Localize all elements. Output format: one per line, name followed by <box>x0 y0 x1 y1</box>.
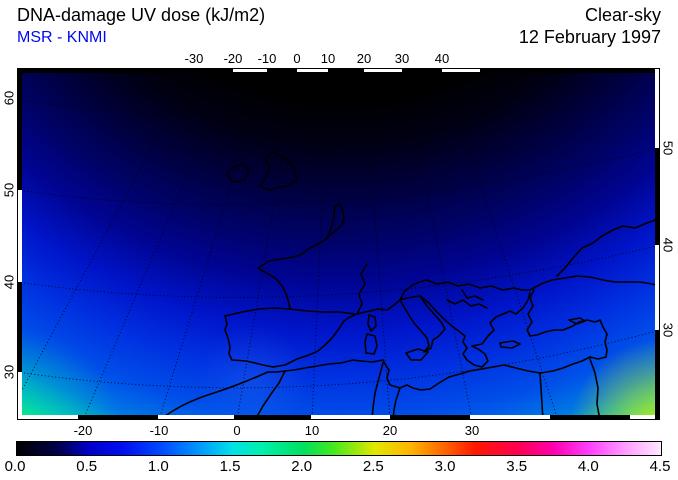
coastline <box>254 370 286 420</box>
top-axis-tick: 20 <box>356 51 372 66</box>
coastline <box>226 163 250 183</box>
coastline <box>461 289 484 301</box>
coastline <box>309 203 345 249</box>
graticule-line <box>82 68 234 420</box>
frame-segment <box>17 68 22 190</box>
graticule-line <box>158 68 268 420</box>
coastline <box>568 317 586 325</box>
coastline <box>529 275 660 291</box>
frame-segment <box>17 68 660 73</box>
coastline <box>356 299 401 315</box>
right-axis-tick: 30 <box>660 322 676 338</box>
graticule-line <box>17 68 195 401</box>
left-axis-tick: 60 <box>1 90 17 106</box>
colorbar <box>16 441 662 456</box>
coastline <box>539 372 544 420</box>
top-axis-tick: -30 <box>184 51 204 66</box>
top-axis-tick: 30 <box>394 51 410 66</box>
date-label: 12 February 1997 <box>518 27 661 47</box>
colorbar-tick-label: 1.5 <box>219 458 241 475</box>
left-axis-tick: 50 <box>1 182 17 198</box>
coastline <box>405 348 429 361</box>
coastline <box>289 308 356 315</box>
graticule-line <box>401 68 473 420</box>
coastline <box>367 314 377 332</box>
frame-segment <box>442 69 480 72</box>
colorbar-tick-label: 4.0 <box>577 458 599 475</box>
coastline <box>471 292 531 347</box>
uv-dose-field <box>17 68 660 420</box>
frame-segment <box>17 282 22 372</box>
coastline <box>267 289 608 391</box>
condition-label: Clear-sky <box>584 5 661 25</box>
colorbar-tick-label: 3.5 <box>506 458 528 475</box>
graticule-line <box>17 329 660 389</box>
bottom-axis-tick: 30 <box>464 423 480 438</box>
right-axis-tick: 50 <box>660 140 676 156</box>
colorbar-tick-label: 0.5 <box>76 458 98 475</box>
graticule-line <box>441 68 559 420</box>
coastline <box>257 247 311 310</box>
coastline <box>371 362 384 420</box>
frame-segment <box>364 69 402 72</box>
bottom-axis-tick: 10 <box>304 423 320 438</box>
bottom-axis-tick: -10 <box>149 423 169 438</box>
top-axis-tick: 40 <box>434 51 450 66</box>
frame-segment <box>234 415 311 420</box>
top-axis-tick: -20 <box>223 51 243 66</box>
colorbar-tick-label: 2.5 <box>362 458 384 475</box>
top-axis-tick: 0 <box>293 51 301 66</box>
coastline <box>356 263 368 315</box>
coastline <box>399 279 531 301</box>
frame-segment <box>655 148 660 245</box>
map-frame <box>17 68 660 420</box>
graticule-line <box>17 244 660 298</box>
graticule-line <box>17 68 610 115</box>
frame-segment <box>78 415 158 420</box>
frame-segment <box>17 415 660 420</box>
graticule-line <box>236 68 298 420</box>
page-title: DNA-damage UV dose (kJ/m2) <box>17 5 266 25</box>
coastline <box>499 340 521 349</box>
coastline <box>446 299 488 309</box>
bottom-axis-tick: 20 <box>382 423 398 438</box>
map-panel <box>17 68 660 420</box>
left-axis-tick: 30 <box>1 364 17 380</box>
colorbar-tick-label: 4.5 <box>649 458 671 475</box>
frame-segment <box>550 415 630 420</box>
left-axis-tick: 40 <box>1 274 17 290</box>
colorbar-tick-label: 3.0 <box>434 458 456 475</box>
frame-segment <box>655 330 660 420</box>
coastline <box>589 358 601 420</box>
bottom-axis-tick: 0 <box>233 423 241 438</box>
coastline <box>259 151 298 191</box>
coastline <box>556 217 660 277</box>
coastline <box>419 295 468 349</box>
graticule-line <box>17 147 660 205</box>
frame-segment <box>390 415 470 420</box>
map-overlay <box>17 68 660 420</box>
coastline <box>364 333 378 355</box>
right-axis-tick: 40 <box>660 237 676 253</box>
coastline <box>272 313 358 368</box>
coastline <box>462 345 489 368</box>
colorbar-tick-label: 2.0 <box>291 458 313 475</box>
frame-segment <box>17 68 22 420</box>
bottom-axis-tick: -20 <box>73 423 93 438</box>
coastline <box>159 371 269 420</box>
frame-segment <box>233 69 267 72</box>
colorbar-tick-label: 1.0 <box>147 458 169 475</box>
graticule-line <box>363 68 391 420</box>
coastline <box>399 295 446 353</box>
coastline <box>224 307 291 317</box>
colorbar-tick-label: 0.0 <box>4 458 26 475</box>
source-label: MSR - KNMI <box>17 29 107 46</box>
top-axis-tick: 10 <box>320 51 336 66</box>
top-axis-tick: -10 <box>257 51 277 66</box>
coastline <box>224 315 274 368</box>
frame-segment <box>297 69 328 72</box>
